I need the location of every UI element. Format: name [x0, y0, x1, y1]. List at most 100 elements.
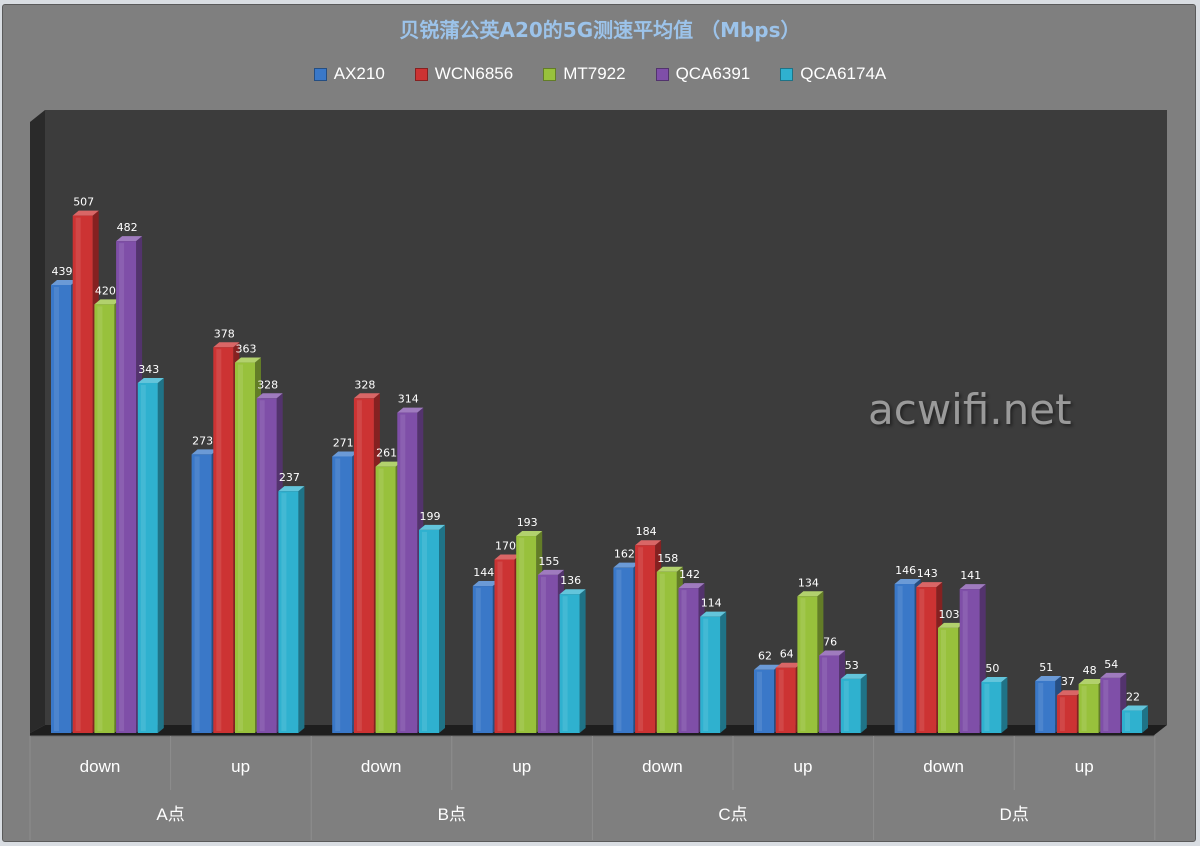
bar-top: [137, 377, 164, 383]
bar-top: [537, 569, 564, 575]
data-label: 162: [614, 548, 635, 561]
data-label: 184: [636, 525, 657, 538]
bar-highlight: [757, 671, 762, 731]
legend-label: WCN6856: [434, 64, 514, 83]
bar-highlight: [259, 400, 265, 731]
bar-highlight: [194, 456, 200, 731]
data-label: 237: [279, 471, 300, 484]
bar-highlight: [1059, 697, 1065, 731]
bar-highlight: [941, 629, 946, 731]
data-label: 141: [960, 569, 981, 582]
data-label: 142: [679, 568, 700, 581]
data-label: 170: [495, 540, 516, 553]
data-label: 53: [845, 659, 859, 672]
bar-side: [157, 377, 164, 733]
bar-highlight: [1081, 686, 1087, 731]
bar-highlight: [335, 458, 341, 731]
bar-highlight: [659, 573, 665, 731]
bar-highlight: [281, 493, 287, 731]
legend-label: QCA6391: [675, 64, 751, 83]
bar-top: [656, 566, 683, 572]
bar-highlight: [75, 217, 81, 731]
bar-highlight: [616, 569, 622, 731]
bar-highlight: [800, 598, 806, 731]
bar-side: [298, 486, 305, 733]
x-tick-label: up: [231, 757, 250, 776]
bar-top: [494, 554, 521, 560]
data-label: 273: [192, 434, 213, 447]
legend-item: QCA6174A: [780, 64, 886, 84]
bar-top: [375, 461, 402, 467]
data-label: 114: [701, 597, 722, 610]
bar-top: [700, 611, 727, 617]
bar-top: [116, 236, 143, 242]
data-label: 439: [52, 265, 73, 278]
bar-side: [1001, 676, 1008, 733]
bar-top: [635, 540, 662, 546]
data-label: 62: [758, 650, 772, 663]
bar-top: [981, 676, 1008, 682]
floor: [30, 725, 1167, 736]
data-label: 134: [798, 576, 819, 589]
bar-highlight: [638, 547, 644, 731]
x-tick-label: up: [1075, 757, 1094, 776]
bar-highlight: [703, 618, 709, 731]
data-label: 199: [420, 510, 441, 523]
bar-highlight: [422, 531, 427, 731]
legend-swatch: [780, 67, 794, 81]
legend-swatch: [543, 67, 557, 81]
x-group-label: C点: [718, 805, 747, 824]
data-label: 50: [985, 662, 999, 675]
bar-top: [678, 583, 705, 589]
bar-top: [1100, 672, 1127, 678]
bar-top: [916, 582, 943, 588]
bar-top: [1056, 690, 1083, 696]
bar-highlight: [1103, 679, 1109, 731]
x-tick-label: down: [80, 757, 121, 776]
bar-top: [256, 393, 283, 399]
legend-swatch: [414, 67, 428, 81]
chart-title: 贝锐蒲公英A20的5G测速平均值 （Mbps）: [399, 18, 801, 42]
legend-label: AX210: [333, 64, 385, 83]
data-label: 51: [1039, 661, 1053, 674]
data-label: 314: [398, 393, 419, 406]
data-label: 378: [214, 327, 235, 340]
bar-highlight: [962, 591, 968, 731]
bar-highlight: [984, 683, 990, 731]
bar-highlight: [681, 590, 687, 731]
bar-side: [720, 611, 727, 733]
bar-top: [894, 579, 921, 585]
data-label: 158: [657, 552, 678, 565]
bar-highlight: [54, 287, 59, 731]
legend-item: WCN6856: [414, 64, 514, 84]
bar-top: [1078, 679, 1105, 685]
bar-highlight: [497, 561, 503, 731]
bar-highlight: [778, 669, 784, 731]
bar-top: [472, 581, 499, 587]
bar-top: [819, 650, 846, 656]
legend-swatch: [313, 67, 327, 81]
legend-swatch: [655, 67, 669, 81]
x-tick-label: down: [361, 757, 402, 776]
data-label: 363: [236, 343, 257, 356]
bar-side: [439, 524, 445, 733]
data-label: 54: [1104, 658, 1118, 671]
data-label: 146: [895, 564, 916, 577]
bar-highlight: [562, 596, 568, 731]
data-label: 64: [780, 648, 794, 661]
x-tick-label: down: [642, 757, 683, 776]
bar-top: [959, 584, 986, 590]
bar-highlight: [519, 538, 525, 731]
bar-top: [938, 622, 964, 628]
side-wall: [30, 110, 45, 733]
bar-top: [559, 589, 586, 595]
data-label: 271: [333, 436, 354, 449]
bar-highlight: [475, 588, 481, 731]
bar-highlight: [540, 576, 546, 731]
bar-highlight: [97, 306, 103, 731]
data-label: 420: [95, 284, 116, 297]
watermark-text: acwifi.net: [868, 385, 1072, 434]
x-tick-label: up: [512, 757, 531, 776]
bar-top: [797, 591, 824, 597]
bar-top: [1122, 705, 1148, 711]
